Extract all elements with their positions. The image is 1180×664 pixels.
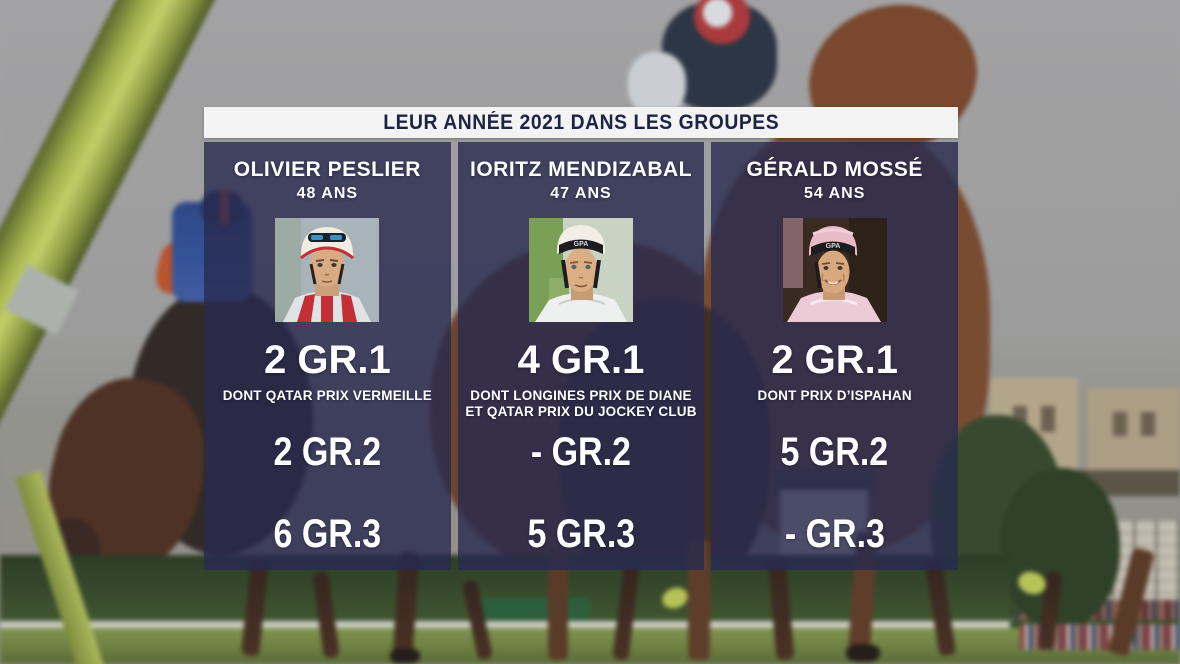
jockey-photo-mendizabal: GPA: [529, 218, 633, 322]
hoof: [846, 644, 880, 662]
jockey-photo-mosse: GPA: [782, 218, 887, 322]
jockey-name: GÉRALD MOSSÉ: [746, 158, 923, 181]
jockey-name: IORITZ MENDIZABAL: [470, 158, 692, 181]
jockey-panel-peslier: OLIVIER PESLIER 48 ANS: [204, 142, 451, 570]
gr1-note: DONT PRIX D’ISPAHAN: [757, 388, 912, 403]
jockey-panel-mendizabal: IORITZ MENDIZABAL 47 ANS GPA: [457, 142, 705, 570]
svg-text:GPA: GPA: [825, 243, 840, 250]
jockey-figure-icon: [628, 52, 686, 116]
jockey-photo-peslier: [275, 218, 380, 322]
gr1-stat: 2 GR.1: [263, 338, 391, 382]
horse-leg: [548, 548, 568, 660]
jockey-age: 47 ANS: [550, 185, 612, 202]
gr3-stat: - GR.3: [784, 512, 885, 556]
gr3-stat: 5 GR.3: [527, 512, 635, 556]
jockey-panel-mosse: GÉRALD MOSSÉ 54 ANS GPA: [711, 142, 959, 570]
white-rail: [0, 621, 1010, 628]
jockey-name: OLIVIER PESLIER: [233, 158, 421, 181]
gr1-stat: 4 GR.1: [517, 338, 645, 382]
stats-panels: OLIVIER PESLIER 48 ANS: [204, 142, 959, 570]
jockey-age: 54 ANS: [803, 185, 866, 202]
title-bar: LEUR ANNÉE 2021 DANS LES GROUPES: [204, 107, 958, 138]
gr1-note: DONT QATAR PRIX VERMEILLE: [222, 388, 432, 403]
jockey-age: 48 ANS: [296, 185, 359, 202]
gr2-stat: - GR.2: [530, 430, 632, 474]
jockey-cap-icon: [694, 0, 750, 44]
gr3-stat: 6 GR.3: [273, 512, 382, 556]
gr2-stat: 5 GR.2: [780, 430, 889, 474]
page-title: LEUR ANNÉE 2021 DANS LES GROUPES: [383, 110, 779, 134]
gr1-stat: 2 GR.1: [771, 338, 899, 382]
hoof: [390, 648, 420, 664]
gr2-stat: 2 GR.2: [273, 430, 382, 474]
horse-leg: [688, 540, 710, 660]
trees: [1000, 468, 1120, 628]
gr1-note: DONT LONGINES PRIX DE DIANE ET QATAR PRI…: [465, 388, 697, 419]
grass-track: [0, 628, 1180, 664]
svg-text:GPA: GPA: [574, 241, 589, 248]
